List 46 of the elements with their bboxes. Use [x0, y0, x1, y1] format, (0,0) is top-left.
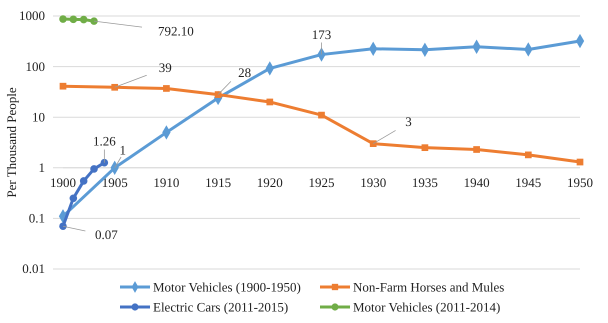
point [59, 222, 67, 230]
x-tick-label: 1930 [360, 175, 386, 190]
point [80, 177, 88, 185]
x-tick-label: 1940 [464, 175, 490, 190]
point [422, 144, 428, 152]
x-tick-label: 1915 [205, 175, 232, 190]
data-label: 28 [238, 65, 252, 80]
data-label: 1 [119, 142, 126, 158]
x-tick-label: 1905 [102, 175, 128, 190]
x-tick-label: 1900 [50, 175, 76, 190]
point [90, 165, 98, 173]
data-label: 0.07 [95, 226, 118, 242]
data-label: 792.10 [158, 24, 194, 39]
y-tick-label: 0.1 [28, 210, 45, 226]
point [473, 146, 480, 153]
point [70, 16, 78, 24]
data-label: 39 [158, 60, 172, 75]
legend-label: Motor Vehicles (2011-2014) [353, 300, 500, 315]
y-tick-label: 100 [26, 58, 45, 74]
point [524, 152, 532, 158]
x-tick-label: 1920 [256, 175, 283, 190]
x-tick-label: 1950 [567, 175, 593, 190]
data-label: 173 [312, 27, 332, 42]
x-tick-label: 1945 [515, 175, 542, 190]
legend-label: Non-Farm Horses and Mules [353, 280, 504, 295]
x-tick-label: 1910 [153, 175, 180, 190]
y-axis-title: Per Thousand People [4, 87, 19, 198]
data-label: 1.26 [92, 133, 116, 148]
y-tick-label: 0.01 [22, 261, 45, 276]
point [576, 158, 584, 166]
x-tick-label: 1925 [308, 175, 334, 190]
point [163, 85, 170, 92]
legend-label: Electric Cars (2011-2015) [153, 300, 288, 315]
data-label: 3 [405, 114, 412, 130]
y-tick-label: 10 [32, 109, 45, 124]
point [60, 82, 66, 90]
legend-label: Motor Vehicles (1900-1950) [153, 280, 301, 295]
y-tick-label: 1000 [19, 8, 45, 24]
point [80, 16, 88, 24]
point [100, 158, 108, 166]
point [318, 112, 325, 118]
x-tick-label: 1935 [412, 175, 438, 190]
y-tick-label: 1 [38, 160, 45, 175]
point [59, 15, 67, 23]
point [266, 98, 274, 106]
point [70, 194, 78, 202]
